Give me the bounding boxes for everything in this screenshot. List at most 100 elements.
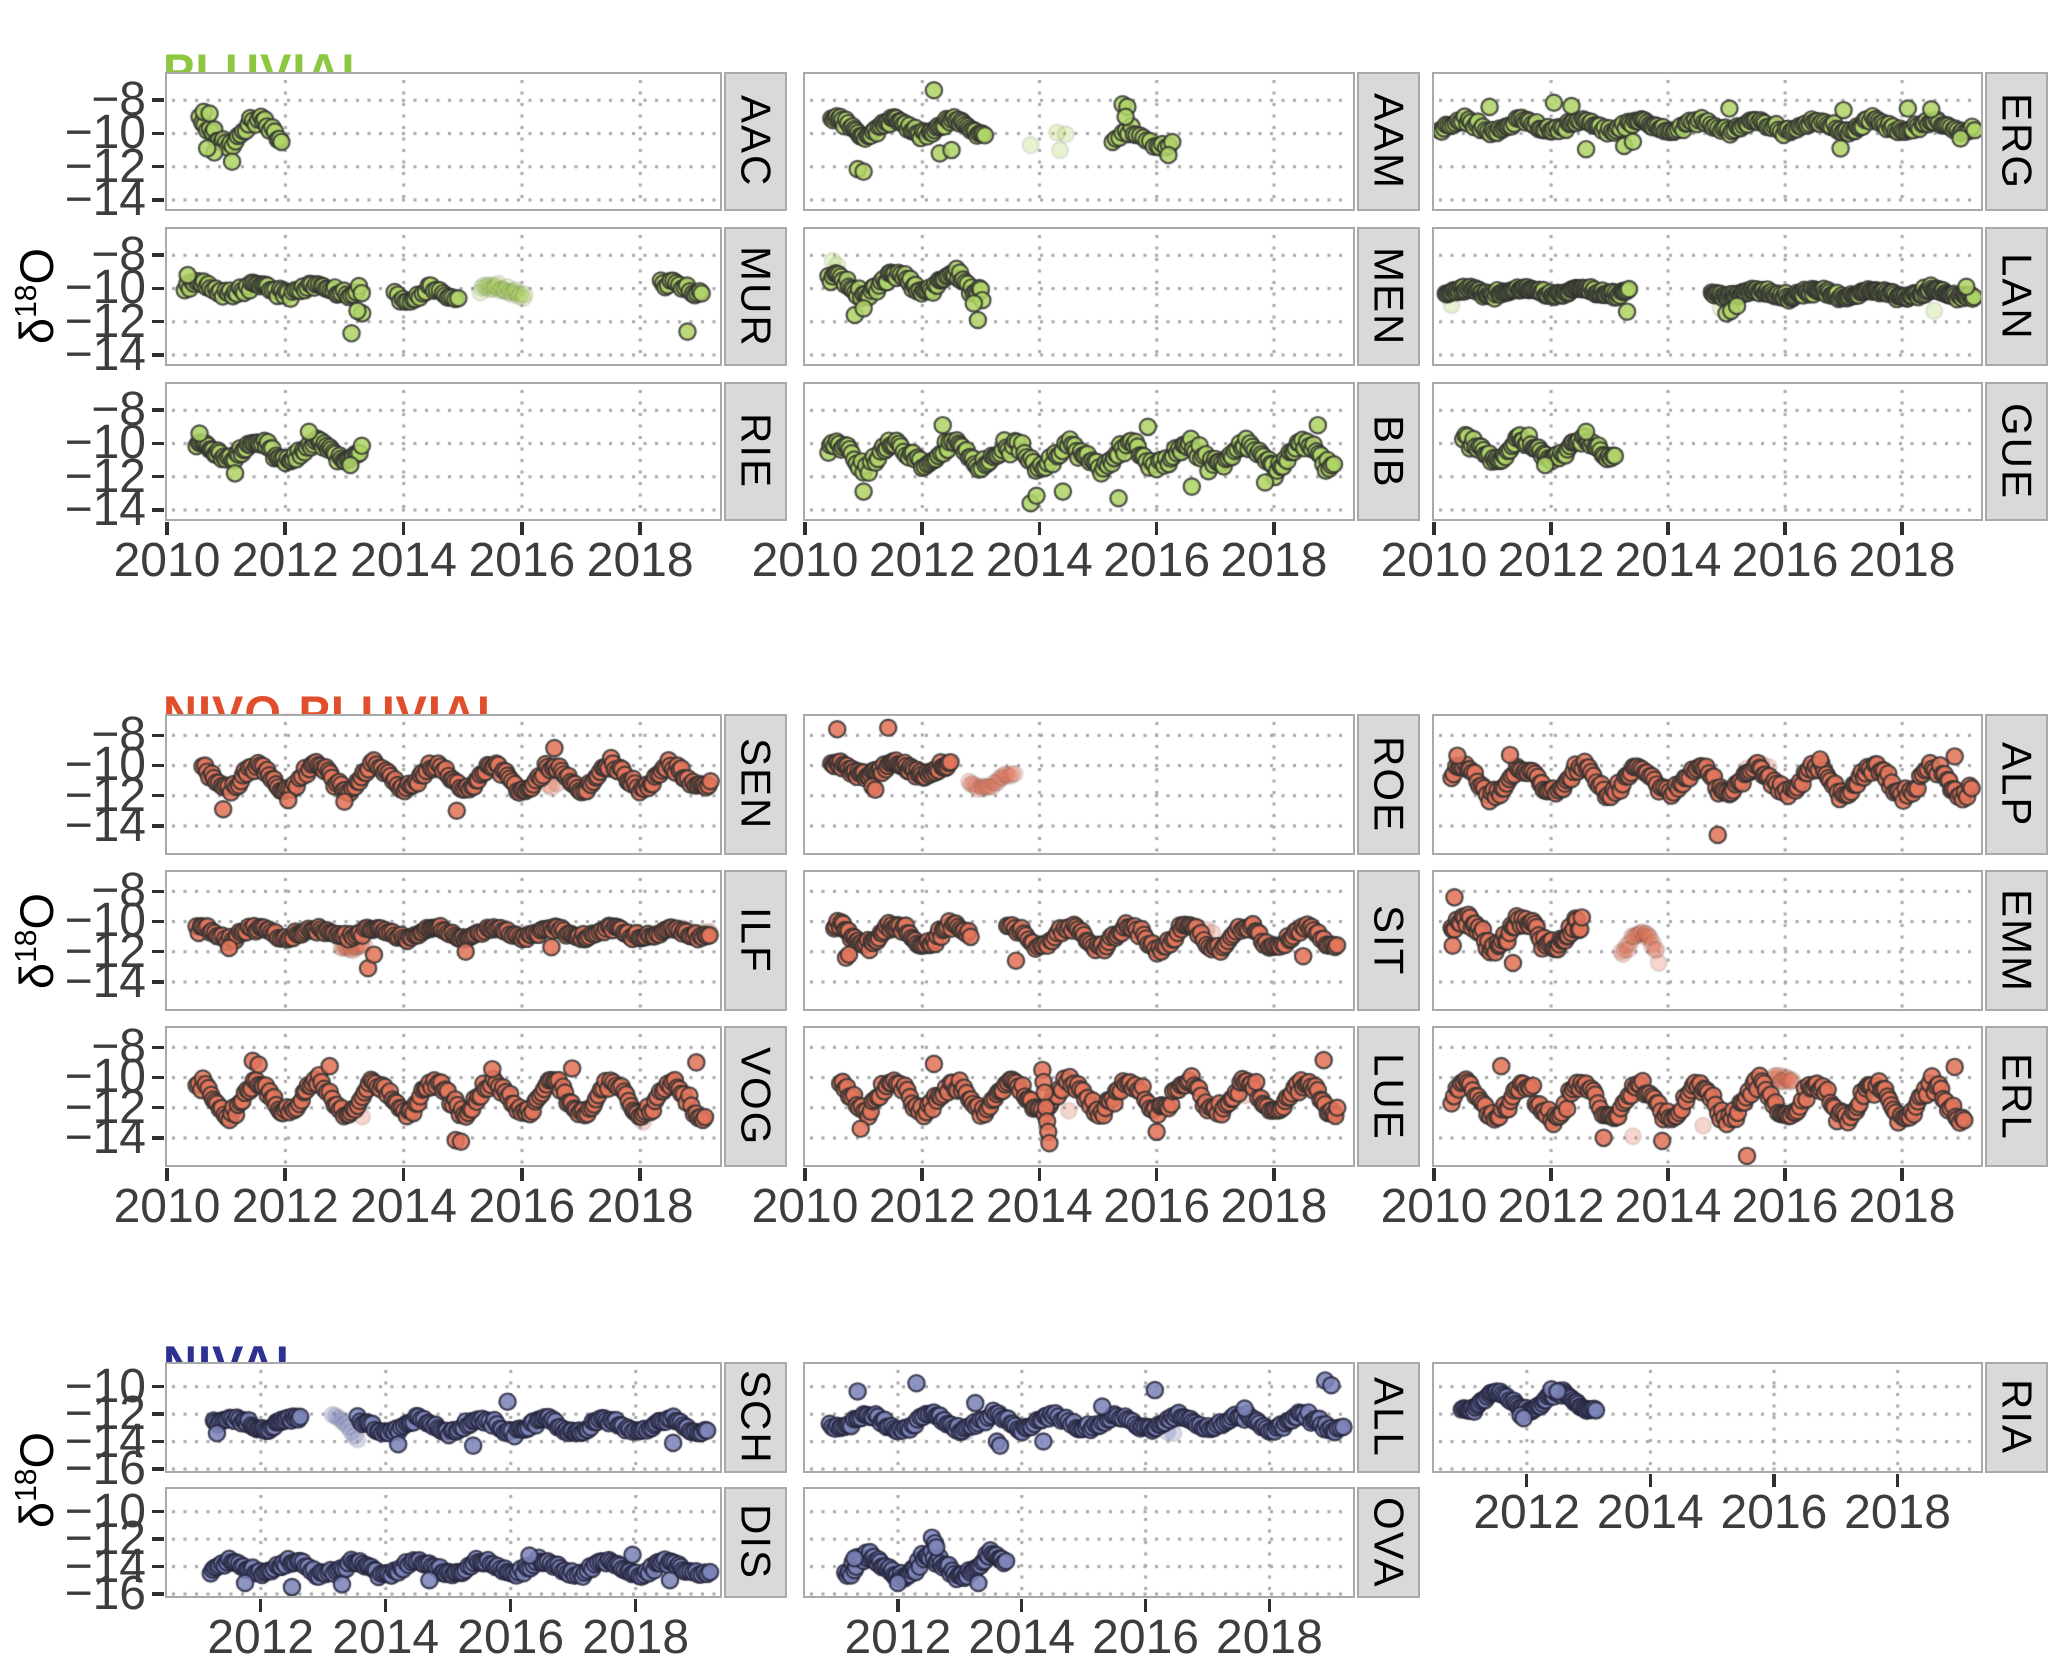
x-tick-mark: [1037, 1168, 1042, 1181]
y-tick-label: −8: [91, 73, 146, 127]
scatter-canvas-AAM: [805, 74, 1353, 209]
y-tick-mark: [152, 441, 164, 446]
x-tick-mark: [1549, 522, 1553, 535]
strip-label-ERG: ERG: [1985, 72, 2048, 211]
x-tick-mark: [1648, 1474, 1653, 1487]
strip-label-MUR: MUR: [724, 227, 787, 366]
x-tick-label: 2014: [350, 1180, 457, 1233]
scatter-canvas-GUE: [1434, 384, 1981, 519]
panel-ERG: [1432, 72, 1983, 211]
y-tick-mark: [152, 1075, 164, 1080]
y-tick-label: −10: [64, 416, 146, 470]
x-tick-label: 2014: [986, 534, 1093, 587]
x-tick-label: 2014: [968, 1611, 1076, 1664]
x-tick-mark: [383, 1599, 388, 1612]
y-tick-label: −10: [64, 106, 146, 160]
strip-label-ALP: ALP: [1985, 714, 2048, 855]
x-tick-mark: [1154, 522, 1159, 535]
y-tick-label: −10: [64, 261, 146, 315]
y-tick-label: −10: [64, 1359, 146, 1413]
panel-ROE: [803, 714, 1355, 855]
x-tick-mark: [1666, 522, 1670, 535]
x-tick-mark: [165, 1168, 169, 1181]
x-tick-mark: [1432, 522, 1436, 535]
x-tick-label: 2016: [468, 1180, 576, 1233]
y-tick-label: −12: [64, 1080, 146, 1134]
scatter-canvas-SEN: [167, 716, 720, 853]
y-tick-label: −10: [64, 894, 146, 948]
y-tick-mark: [152, 1045, 164, 1049]
y-tick-mark: [152, 508, 164, 512]
scatter-canvas-AAC: [167, 74, 720, 209]
y-tick-mark: [152, 1509, 164, 1514]
x-tick-label: 2012: [231, 1180, 339, 1233]
x-tick-mark: [1143, 1599, 1148, 1612]
x-tick-mark: [520, 522, 524, 535]
y-tick-label: −14: [64, 482, 146, 536]
x-tick-label: 2014: [332, 1611, 440, 1664]
x-tick-mark: [1272, 1168, 1276, 1181]
y-tick-label: −8: [91, 708, 146, 762]
panel-SEN: [165, 714, 722, 855]
panel-RIE: [165, 382, 722, 521]
y-tick-label: −12: [64, 1387, 146, 1441]
x-tick-mark: [258, 1599, 263, 1612]
panel-RIA: [1432, 1362, 1983, 1473]
y-tick-label: −14: [64, 1414, 146, 1468]
strip-label-LAN: LAN: [1985, 227, 2048, 366]
x-tick-mark: [920, 1168, 924, 1181]
y-tick-mark: [152, 353, 164, 357]
y-tick-mark: [152, 763, 164, 768]
x-tick-label: 2010: [1380, 1180, 1488, 1233]
x-tick-label: 2012: [868, 1180, 976, 1233]
x-tick-label: 2014: [1614, 534, 1722, 587]
x-tick-mark: [896, 1599, 900, 1612]
y-tick-mark: [152, 408, 164, 412]
y-tick-label: −12: [64, 449, 146, 503]
x-tick-label: 2012: [1473, 1486, 1581, 1539]
x-tick-label: 2012: [1497, 534, 1605, 587]
strip-label-SCH: SCH: [724, 1362, 787, 1473]
panel-AAM: [803, 72, 1355, 211]
panel-OVA: [803, 1487, 1355, 1598]
scatter-canvas-ALP: [1434, 716, 1981, 853]
x-tick-label: 2010: [113, 534, 221, 587]
y-tick-mark: [152, 253, 164, 257]
y-tick-mark: [152, 319, 164, 324]
x-tick-mark: [1783, 522, 1787, 535]
strip-label-OVA: OVA: [1357, 1487, 1420, 1598]
x-tick-label: 2014: [986, 1180, 1093, 1233]
y-tick-mark: [152, 889, 164, 893]
x-tick-label: 2016: [1720, 1486, 1828, 1539]
strip-label-ERL: ERL: [1985, 1026, 2048, 1167]
y-tick-mark: [152, 1384, 164, 1389]
scatter-canvas-LUE: [805, 1028, 1353, 1165]
x-tick-mark: [920, 522, 924, 535]
strip-label-ALL: ALL: [1357, 1362, 1420, 1473]
y-tick-mark: [152, 286, 164, 291]
y-tick-mark: [152, 919, 164, 924]
x-tick-label: 2016: [457, 1611, 565, 1664]
scatter-canvas-BIB: [805, 384, 1353, 519]
y-tick-label: −12: [64, 294, 146, 348]
y-tick-label: −8: [91, 228, 146, 282]
x-tick-label: 2010: [751, 1180, 859, 1233]
x-tick-label: 2018: [582, 1611, 690, 1664]
x-tick-label: 2010: [1380, 534, 1488, 587]
x-tick-mark: [401, 522, 406, 535]
x-tick-label: 2016: [1103, 534, 1211, 587]
x-tick-mark: [803, 522, 807, 535]
strip-label-DIS: DIS: [724, 1487, 787, 1598]
x-tick-mark: [638, 1168, 642, 1181]
y-tick-label: −12: [64, 924, 146, 978]
x-tick-mark: [1154, 1168, 1159, 1181]
panel-ALL: [803, 1362, 1355, 1473]
strip-label-EMM: EMM: [1985, 870, 2048, 1011]
x-tick-mark: [508, 1599, 513, 1612]
x-tick-label: 2018: [586, 1180, 694, 1233]
x-tick-mark: [1019, 1599, 1024, 1612]
y-tick-mark: [152, 793, 164, 798]
y-tick-mark: [152, 1136, 164, 1140]
x-tick-label: 2016: [1092, 1611, 1199, 1664]
scatter-canvas-RIA: [1434, 1364, 1981, 1471]
